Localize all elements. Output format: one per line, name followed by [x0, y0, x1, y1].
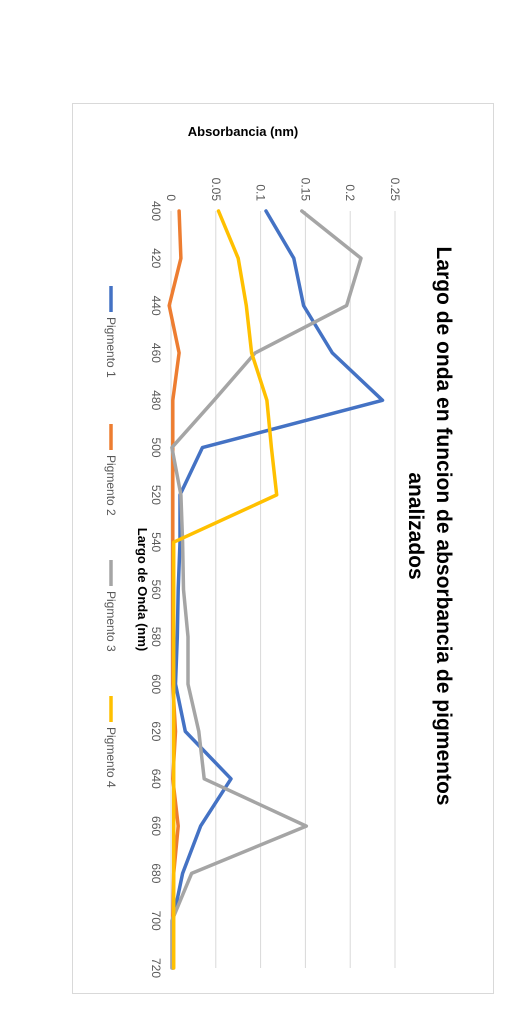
y-tick-label: 0.05 [209, 178, 223, 202]
y-tick-label: 0 [164, 194, 178, 201]
x-tick-label: 640 [149, 769, 163, 789]
chart-title-line-1: Largo de onda en funcion de absorbancia … [432, 247, 455, 806]
legend-label: Pigmento 3 [104, 591, 118, 652]
x-tick-label: 660 [149, 816, 163, 836]
y-axis-title: Absorbancia (nm) [188, 124, 299, 139]
x-tick-label: 620 [149, 721, 163, 741]
x-tick-label: 420 [149, 248, 163, 268]
y-tick-label: 0.25 [388, 178, 402, 202]
y-tick-label: 0.1 [254, 184, 268, 201]
y-tick-labels: 0 0.05 0.1 0.15 0.2 0.25 [164, 178, 402, 202]
x-axis-title: Largo de Onda (nm) [135, 528, 150, 652]
x-tick-label: 520 [149, 485, 163, 505]
x-tick-label: 460 [149, 343, 163, 363]
legend-label: Pigmento 4 [104, 727, 118, 788]
x-tick-label: 720 [149, 958, 163, 978]
legend-label: Pigmento 2 [104, 455, 118, 516]
chart-title-line-2: analizados [404, 472, 427, 579]
legend: Pigmento 1 Pigmento 2 Pigmento 3 Pigmento 4 [104, 286, 118, 788]
chart-area: 400 420 440 460 480 500 520 540 560 580 600 620 640 6… [72, 103, 494, 994]
x-tick-label: 400 [149, 201, 163, 221]
x-tick-label: 680 [149, 863, 163, 883]
series-line-pigmento-3 [170, 209, 363, 970]
series-lines [167, 209, 385, 970]
x-tick-label: 500 [149, 438, 163, 458]
legend-label: Pigmento 1 [104, 317, 118, 378]
x-tick-label: 580 [149, 627, 163, 647]
y-tick-label: 0.15 [298, 178, 312, 202]
x-tick-label: 560 [149, 579, 163, 599]
gridlines [170, 211, 396, 968]
series-line-pigmento-4 [171, 209, 279, 970]
chart-rotated-group: 400 420 440 460 480 500 520 540 560 580 600 620 640 6… [104, 124, 455, 978]
x-tick-label: 600 [149, 674, 163, 694]
x-tick-label: 440 [149, 296, 163, 316]
chart-svg: 400 420 440 460 480 500 520 540 560 580 600 620 640 6… [104, 124, 455, 978]
x-tick-labels: 400 420 440 460 480 500 520 540 560 580 600 620 640 6… [149, 201, 163, 978]
x-tick-label: 540 [149, 532, 163, 552]
y-tick-label: 0.2 [343, 184, 357, 201]
series-line-pigmento-1 [171, 209, 385, 970]
x-tick-label: 480 [149, 390, 163, 410]
x-tick-label: 700 [149, 911, 163, 931]
